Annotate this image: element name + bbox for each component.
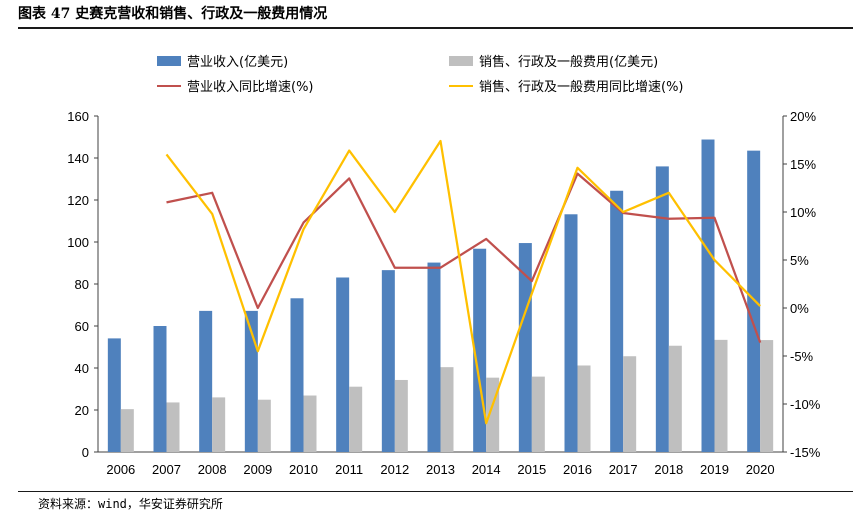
right-axis-tick-label: 20% <box>790 109 816 124</box>
left-axis-tick-label: 0 <box>82 445 89 460</box>
sga-bar <box>120 409 134 452</box>
right-axis-tick-label: 0% <box>790 301 809 316</box>
sga-bar <box>212 397 226 452</box>
x-axis-tick-label: 2006 <box>106 462 135 477</box>
legend-sga-label: 销售、行政及一般费用(亿美元) <box>479 54 658 70</box>
sga-bar <box>623 356 637 452</box>
legend-sga-swatch <box>449 56 473 66</box>
x-axis-tick-label: 2011 <box>335 462 363 477</box>
revenue-bar <box>244 310 258 452</box>
legend-revenue-swatch <box>157 56 181 66</box>
figure-title: 图表 47 史赛克营收和销售、行政及一般费用情况 <box>18 6 328 22</box>
revenue-growth-line <box>166 172 762 343</box>
revenue-bar <box>655 166 669 452</box>
revenue-bar <box>518 243 532 452</box>
right-axis-tick-label: -10% <box>790 397 821 412</box>
source-note: 资料来源：wind，华安证券研究所 <box>38 497 223 511</box>
combo-chart: 0 20 40 60 80 100 120 140 160 -15% -10% -5% 0% 5% 10% 1… <box>67 54 821 477</box>
right-axis-tick-label: -5% <box>790 349 814 364</box>
left-axis-tick-label: 40 <box>75 361 89 376</box>
sga-bar <box>303 395 317 452</box>
left-axis-tick-label: 60 <box>75 319 89 334</box>
x-axis-tick-label: 2010 <box>289 462 318 477</box>
left-axis-tick-label: 80 <box>75 277 89 292</box>
x-axis-tick-label: 2014 <box>472 462 501 477</box>
x-axis-tick-label: 2017 <box>609 462 638 477</box>
legend-revenue-growth-label: 营业收入同比增速(%) <box>187 80 314 95</box>
legend-sga-growth-label: 销售、行政及一般费用同比增速(%) <box>479 79 684 95</box>
revenue-bar <box>427 262 441 452</box>
sga-bar <box>440 367 454 452</box>
revenue-bar <box>747 150 761 452</box>
sga-bar <box>166 402 180 452</box>
x-axis-tick-label: 2019 <box>700 462 729 477</box>
right-axis-tick-label: 10% <box>790 205 816 220</box>
revenue-bar <box>381 270 395 452</box>
revenue-bar <box>564 214 578 452</box>
sga-bar <box>760 340 774 452</box>
left-axis-tick-label: 140 <box>67 151 89 166</box>
left-axis-tick-label: 120 <box>67 193 89 208</box>
sga-bar <box>714 339 728 452</box>
right-axis-tick-label: -15% <box>790 445 821 460</box>
left-axis-tick-label: 160 <box>67 109 89 124</box>
sga-bar <box>577 365 591 452</box>
sga-bar <box>349 386 363 452</box>
x-axis-tick-label: 2015 <box>517 462 546 477</box>
sga-bar <box>531 376 545 452</box>
revenue-bar <box>610 190 624 452</box>
x-axis-tick-label: 2016 <box>563 462 592 477</box>
left-axis-tick-label: 100 <box>67 235 89 250</box>
x-axis-tick-label: 2018 <box>654 462 683 477</box>
revenue-bar <box>107 338 121 452</box>
revenue-bar <box>701 139 715 452</box>
left-axis-tick-label: 20 <box>75 403 89 418</box>
revenue-bar <box>153 326 167 452</box>
x-axis-tick-label: 2012 <box>380 462 409 477</box>
revenue-bar <box>336 277 350 452</box>
legend-revenue-label: 营业收入(亿美元) <box>187 55 288 70</box>
x-axis-tick-label: 2007 <box>152 462 181 477</box>
source-divider <box>18 491 853 492</box>
x-axis-tick-label: 2020 <box>746 462 775 477</box>
x-axis-tick-label: 2008 <box>198 462 227 477</box>
x-axis-tick-label: 2013 <box>426 462 455 477</box>
revenue-bar <box>290 298 304 452</box>
sga-bar <box>394 379 408 452</box>
revenue-bar <box>199 310 213 452</box>
sga-bar <box>257 399 271 452</box>
right-axis-tick-label: 15% <box>790 157 816 172</box>
sga-growth-line <box>165 139 761 425</box>
right-axis-tick-label: 5% <box>790 253 809 268</box>
sga-bar <box>668 345 682 452</box>
title-divider <box>18 27 853 29</box>
x-axis-tick-label: 2009 <box>243 462 272 477</box>
